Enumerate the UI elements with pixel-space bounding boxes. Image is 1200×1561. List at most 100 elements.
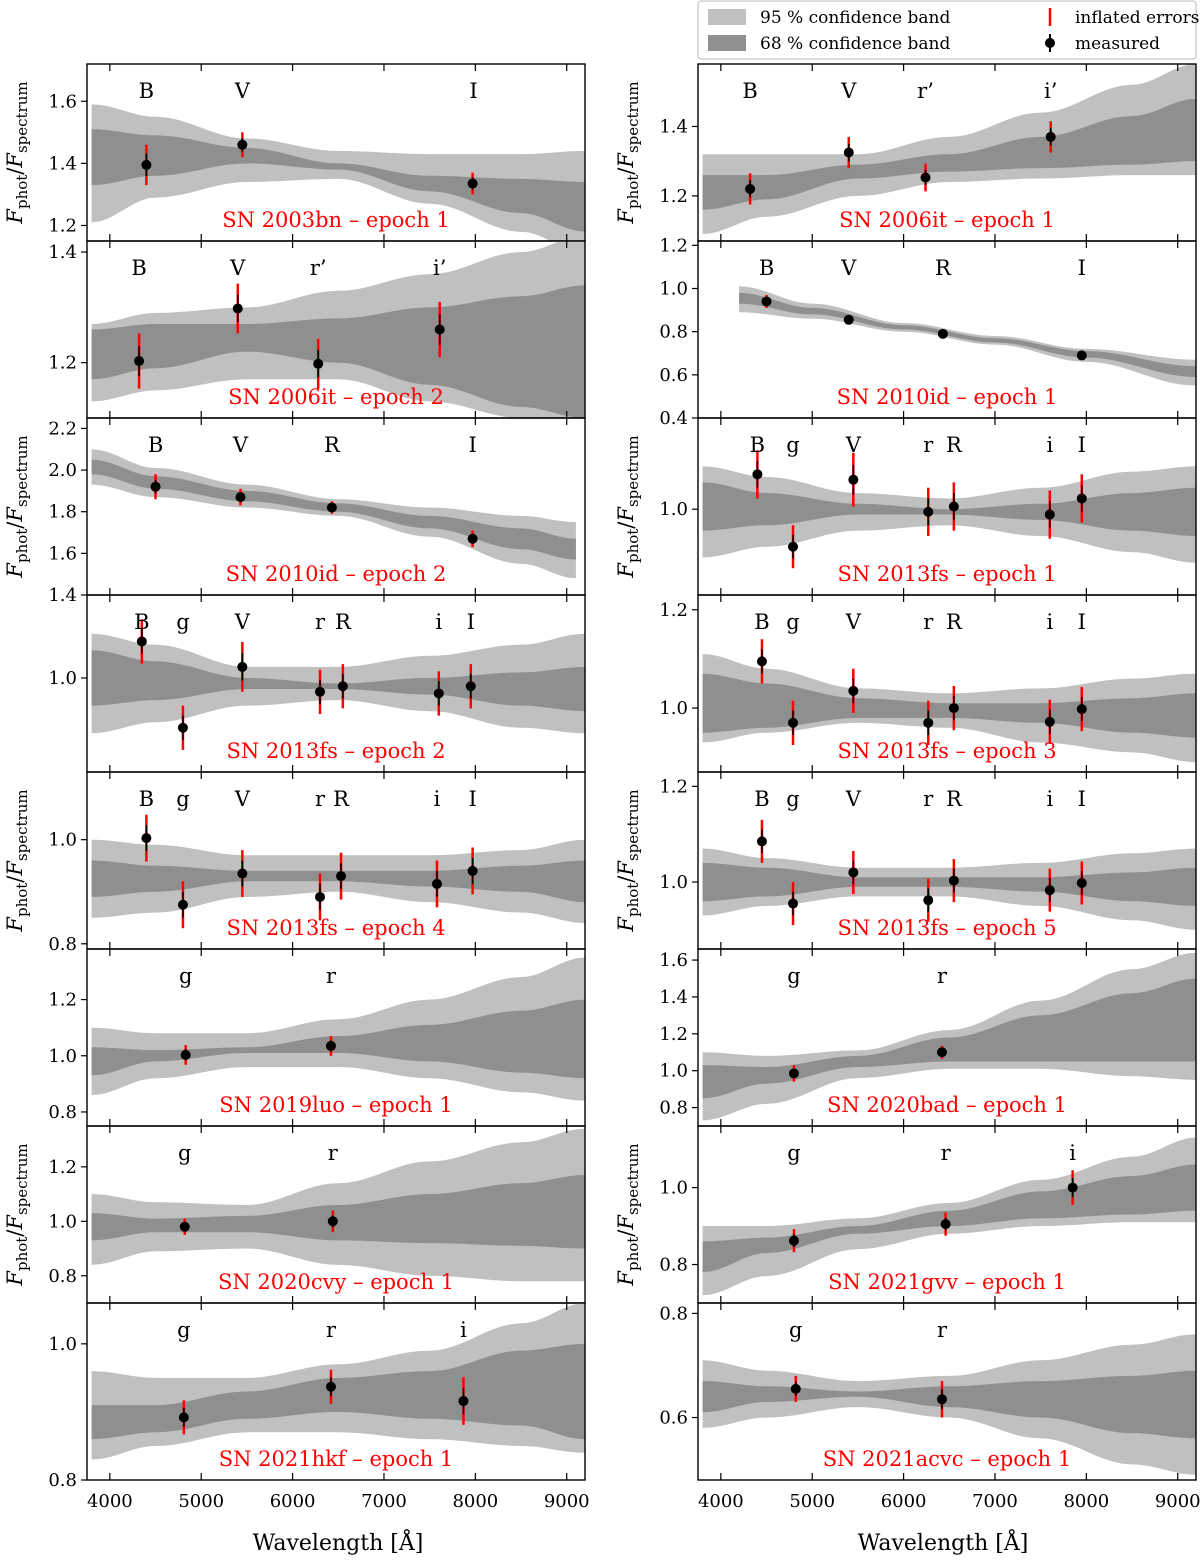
filter-label: i’ bbox=[1044, 79, 1057, 103]
x-tick-label: 8000 bbox=[452, 1491, 498, 1512]
y-axis-label-slash: / bbox=[614, 875, 638, 883]
confidence-band-95 bbox=[702, 64, 1196, 235]
y-axis-label: Fphot/Fspectrum bbox=[614, 435, 642, 578]
x-tick-label: 7000 bbox=[361, 1491, 407, 1512]
x-tick-label: 8000 bbox=[1063, 1491, 1109, 1512]
panel: 0.4 0.6 0.8 1.0 1.2 B V R I SN 2010id – epoch 1 bbox=[659, 235, 1197, 429]
filter-label: V bbox=[229, 256, 246, 280]
measured-point bbox=[761, 296, 772, 307]
filter-label: g bbox=[178, 1141, 191, 1165]
filter-label: g bbox=[786, 787, 799, 811]
measured-point bbox=[788, 1068, 799, 1079]
y-tick-label: 0.8 bbox=[48, 1470, 77, 1491]
measured-point bbox=[326, 502, 337, 513]
measured-point bbox=[237, 139, 248, 150]
confidence-band-95 bbox=[91, 839, 585, 923]
filter-label: B bbox=[750, 433, 765, 457]
confidence-band-68 bbox=[702, 862, 1196, 906]
measured-point bbox=[1044, 509, 1055, 520]
y-tick-label: 1.2 bbox=[48, 353, 77, 374]
panel-title: SN 2021gvv – epoch 1 bbox=[828, 1270, 1066, 1294]
filter-label: B bbox=[134, 610, 149, 634]
filter-label: g bbox=[789, 1318, 802, 1342]
y-tick-label: 1.0 bbox=[659, 1061, 688, 1082]
legend-swatch-band68 bbox=[708, 35, 746, 51]
y-axis-label-f2: F bbox=[3, 860, 27, 877]
y-axis-label-slash: / bbox=[3, 167, 27, 175]
panel-title: SN 2013fs – epoch 5 bbox=[837, 916, 1056, 940]
filter-label: V bbox=[234, 787, 251, 811]
filter-label: B bbox=[754, 787, 769, 811]
y-tick-label: 1.4 bbox=[659, 987, 688, 1008]
panel-plot-area bbox=[702, 819, 1196, 930]
measured-point bbox=[1044, 885, 1055, 896]
y-tick-label: 2.0 bbox=[48, 460, 77, 481]
filter-label: R bbox=[333, 787, 350, 811]
measured-point bbox=[756, 836, 767, 847]
y-tick-label: 1.2 bbox=[659, 600, 688, 621]
measured-point bbox=[237, 868, 248, 879]
measured-point bbox=[325, 1381, 336, 1392]
measured-point bbox=[431, 878, 442, 889]
measured-point bbox=[923, 717, 934, 728]
measured-point bbox=[467, 533, 478, 544]
y-axis-label-f1: F bbox=[614, 208, 638, 225]
y-axis-label: Fphot/Fspectrum bbox=[3, 435, 31, 578]
y-tick-label: 1.2 bbox=[659, 776, 688, 797]
measured-point bbox=[848, 867, 859, 878]
y-tick-label: 1.6 bbox=[48, 91, 77, 112]
confidence-band-95 bbox=[702, 466, 1196, 563]
y-axis-label-sub1: phot bbox=[624, 175, 642, 209]
filter-label: I bbox=[1078, 256, 1086, 280]
y-tick-label: 1.4 bbox=[48, 153, 77, 174]
measured-point bbox=[179, 1221, 190, 1232]
confidence-band-68 bbox=[91, 1175, 585, 1249]
panel-title: SN 2013fs – epoch 1 bbox=[837, 562, 1056, 586]
y-axis-label-sub2: spectrum bbox=[13, 435, 31, 507]
confidence-band-68 bbox=[91, 1343, 585, 1440]
y-axis-label-sub1: phot bbox=[13, 175, 31, 209]
measured-point bbox=[920, 172, 931, 183]
measured-point bbox=[467, 178, 478, 189]
y-axis-label-sub2: spectrum bbox=[13, 81, 31, 153]
measured-point bbox=[1076, 493, 1087, 504]
y-axis-label-f1: F bbox=[614, 562, 638, 579]
y-tick-label: 0.8 bbox=[659, 1098, 688, 1119]
filter-label: i bbox=[1046, 433, 1053, 457]
filter-label: B bbox=[742, 79, 757, 103]
measured-point bbox=[433, 688, 444, 699]
filter-label: R bbox=[335, 610, 352, 634]
panel-title: SN 2003bn – epoch 1 bbox=[222, 208, 450, 232]
y-axis-label: Fphot/Fspectrum bbox=[614, 789, 642, 932]
measured-point bbox=[467, 865, 478, 876]
measured-point bbox=[177, 722, 188, 733]
measured-point bbox=[936, 1047, 947, 1058]
y-axis-label-slash: / bbox=[614, 167, 638, 175]
panel-plot-area bbox=[702, 1137, 1196, 1296]
panel-plot-area bbox=[91, 241, 585, 418]
y-tick-label: 1.0 bbox=[48, 1211, 77, 1232]
y-tick-label: 1.2 bbox=[659, 186, 688, 207]
y-axis-label-f2: F bbox=[3, 506, 27, 523]
filter-label: V bbox=[840, 79, 857, 103]
y-tick-label: 1.6 bbox=[48, 543, 77, 564]
y-axis-label-sub2: spectrum bbox=[624, 789, 642, 861]
measured-point bbox=[327, 1216, 338, 1227]
measured-point bbox=[848, 685, 859, 696]
filter-label: B bbox=[139, 79, 154, 103]
filter-label: g bbox=[176, 787, 189, 811]
x-tick-label: 5000 bbox=[178, 1491, 224, 1512]
x-tick-label: 4000 bbox=[698, 1491, 744, 1512]
filter-label: R bbox=[946, 610, 963, 634]
measured-point bbox=[458, 1396, 469, 1407]
measured-point bbox=[923, 506, 934, 517]
measured-point bbox=[790, 1383, 801, 1394]
panel-plot-area bbox=[91, 104, 585, 241]
y-axis-label-slash: / bbox=[3, 521, 27, 529]
measured-point bbox=[948, 501, 959, 512]
legend-swatch-band95 bbox=[708, 9, 746, 25]
y-axis-label-sub1: phot bbox=[13, 1237, 31, 1271]
